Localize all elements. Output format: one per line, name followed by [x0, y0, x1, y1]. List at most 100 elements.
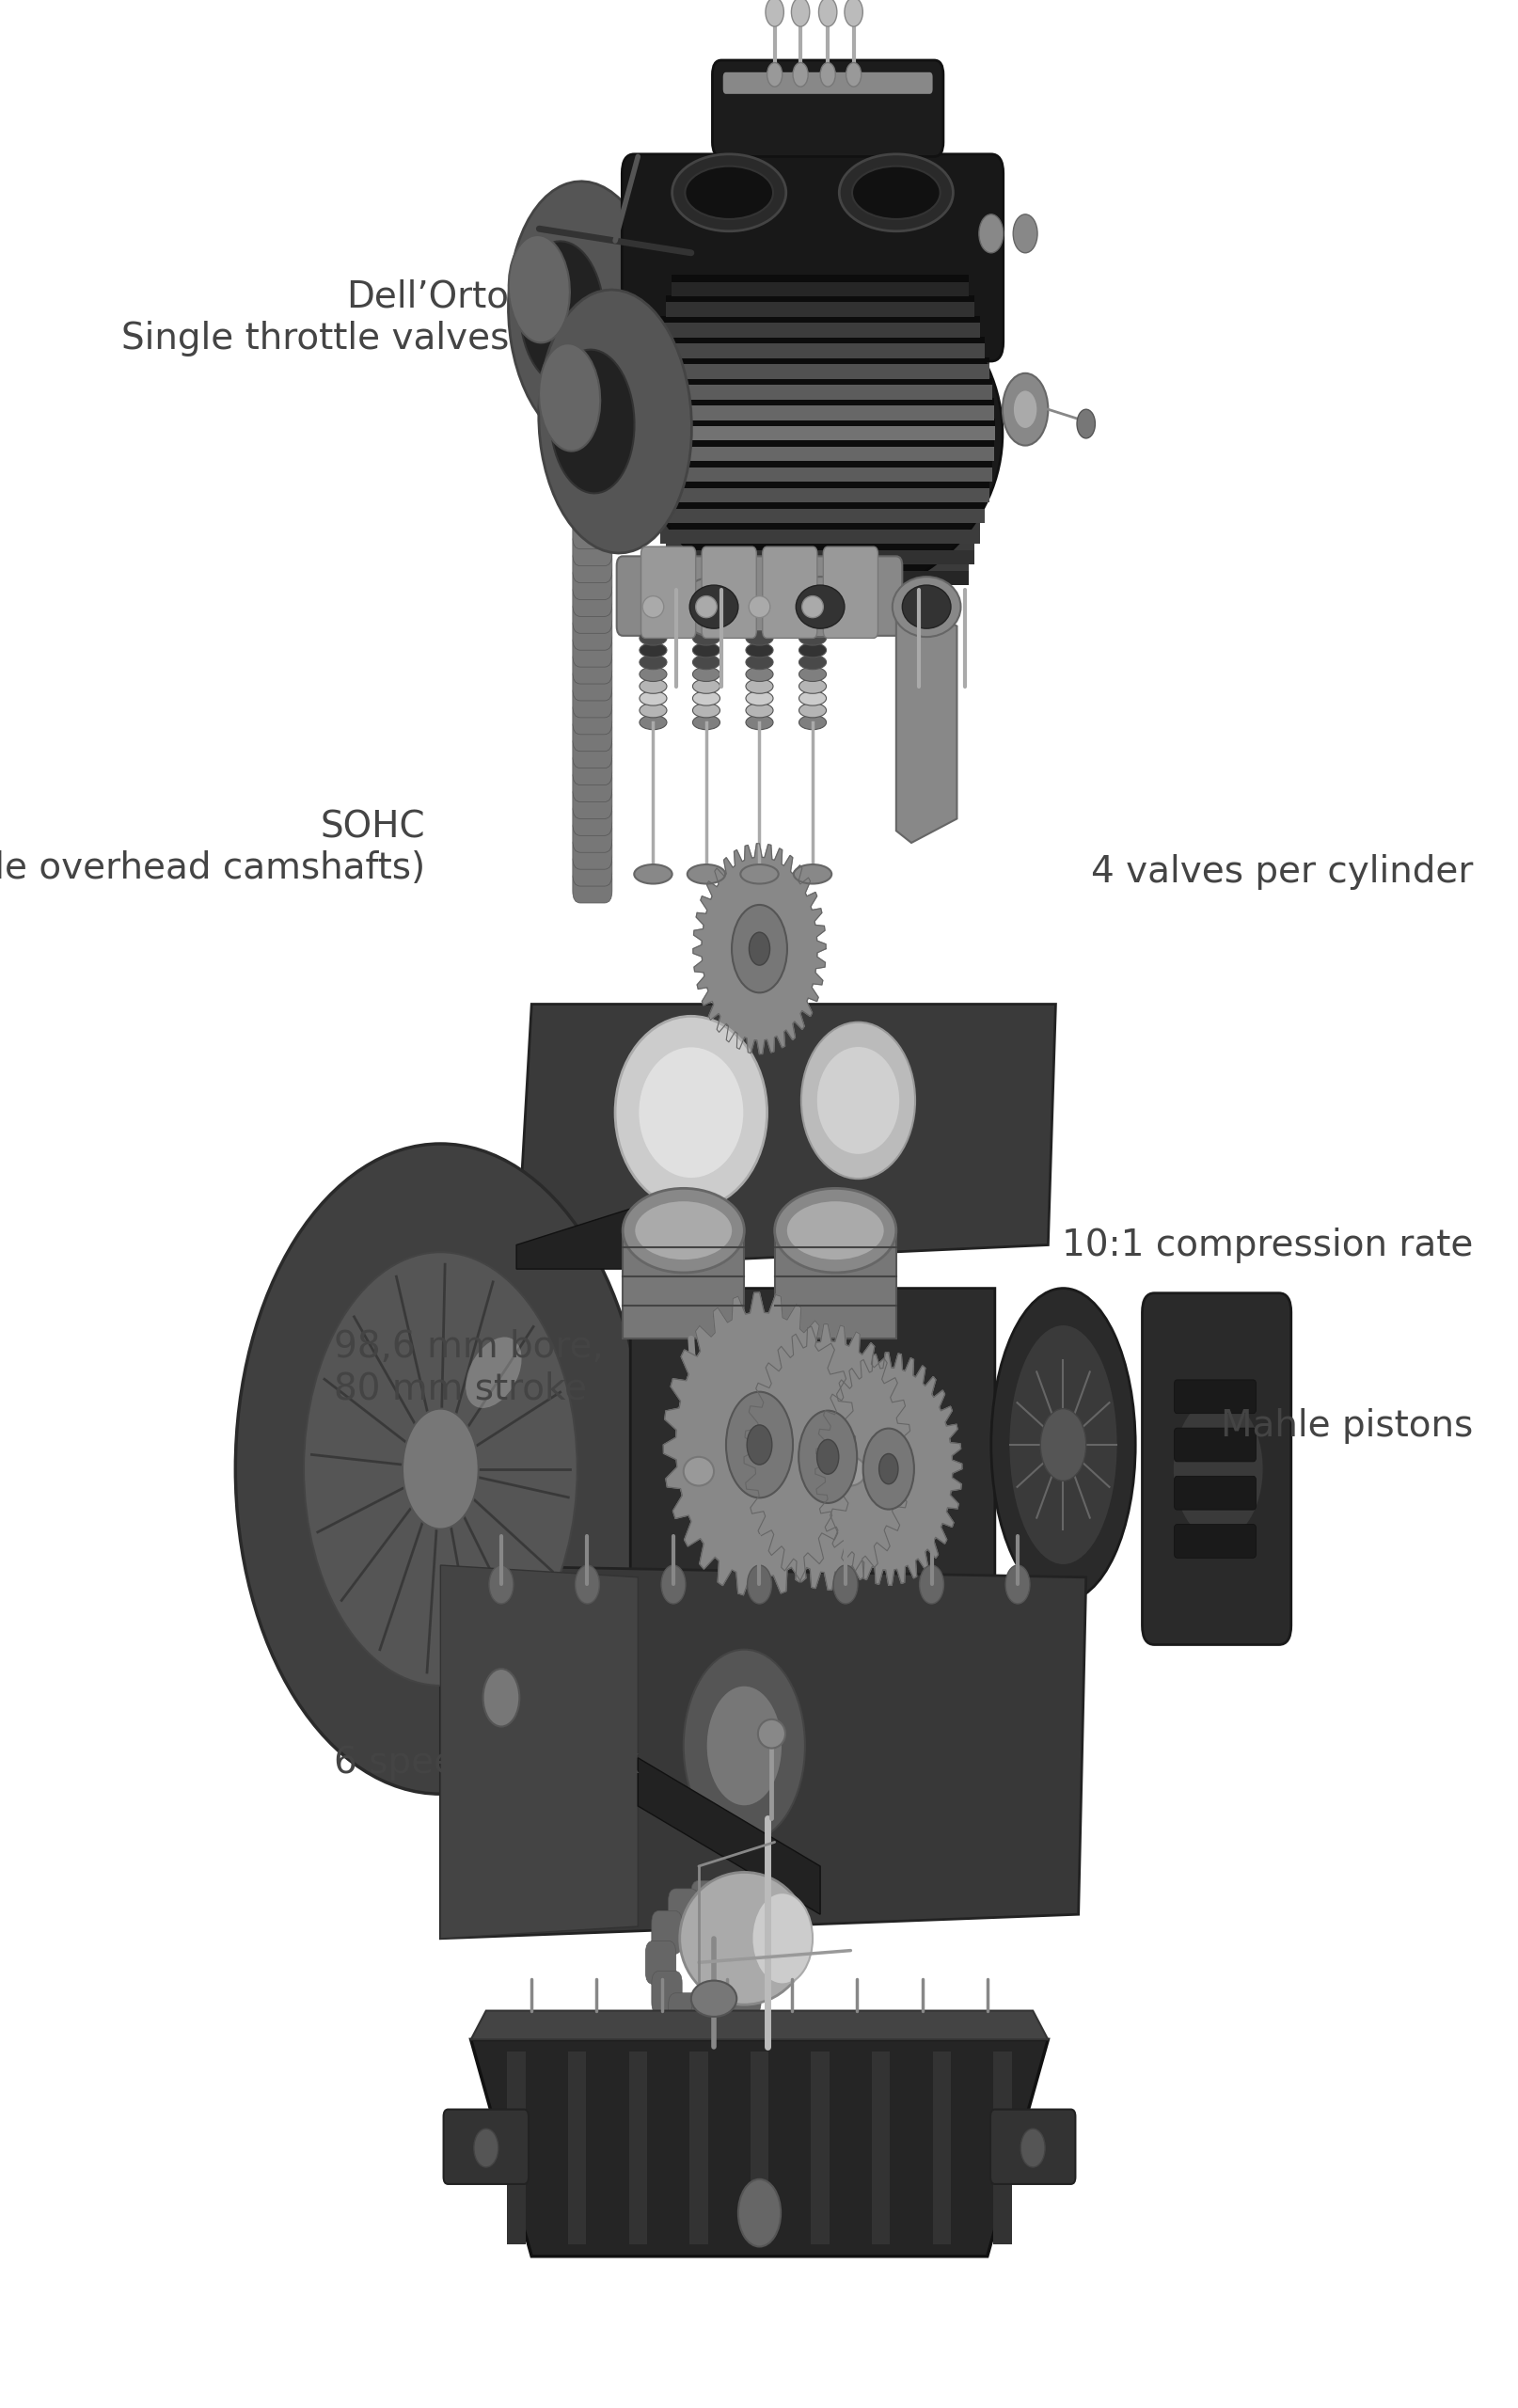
Ellipse shape: [835, 1457, 865, 1486]
Bar: [645, 405, 994, 419]
Circle shape: [918, 1565, 943, 1604]
FancyBboxPatch shape: [823, 547, 877, 638]
Bar: [654, 337, 985, 344]
FancyBboxPatch shape: [572, 867, 612, 903]
Circle shape: [1005, 1565, 1029, 1604]
Ellipse shape: [638, 265, 1002, 602]
Ellipse shape: [638, 1045, 744, 1178]
FancyBboxPatch shape: [713, 1994, 744, 2037]
FancyBboxPatch shape: [713, 1888, 744, 1931]
Ellipse shape: [509, 181, 660, 445]
Bar: [507, 2052, 525, 2244]
FancyBboxPatch shape: [1142, 1293, 1290, 1645]
Ellipse shape: [893, 576, 961, 636]
Ellipse shape: [751, 1893, 812, 1984]
Circle shape: [798, 1411, 856, 1503]
Bar: [654, 344, 985, 359]
Ellipse shape: [539, 344, 600, 450]
Circle shape: [483, 1669, 519, 1727]
FancyBboxPatch shape: [572, 766, 612, 802]
FancyBboxPatch shape: [572, 833, 612, 869]
FancyBboxPatch shape: [691, 2001, 721, 2044]
Ellipse shape: [692, 667, 720, 681]
Ellipse shape: [798, 703, 826, 718]
Polygon shape: [663, 1293, 855, 1597]
Circle shape: [738, 2179, 780, 2247]
Circle shape: [824, 1368, 952, 1570]
Ellipse shape: [745, 667, 773, 681]
Ellipse shape: [679, 1873, 809, 2003]
Ellipse shape: [692, 691, 720, 706]
Polygon shape: [630, 1288, 994, 1649]
Polygon shape: [516, 1209, 630, 1269]
Ellipse shape: [692, 679, 720, 694]
Bar: [651, 489, 988, 503]
Circle shape: [846, 63, 861, 87]
FancyBboxPatch shape: [572, 799, 612, 836]
Circle shape: [235, 1144, 645, 1794]
FancyBboxPatch shape: [701, 547, 756, 638]
Polygon shape: [896, 602, 956, 843]
Bar: [648, 467, 991, 482]
Ellipse shape: [745, 691, 773, 706]
Ellipse shape: [635, 1199, 732, 1259]
Bar: [665, 542, 975, 549]
FancyBboxPatch shape: [651, 1970, 682, 2013]
Circle shape: [1002, 373, 1047, 445]
Bar: [671, 563, 968, 571]
Text: Dell’Orto
Single throttle valves: Dell’Orto Single throttle valves: [121, 279, 509, 356]
Circle shape: [748, 932, 770, 966]
Bar: [750, 2052, 768, 2244]
Bar: [645, 426, 994, 441]
Ellipse shape: [802, 1021, 914, 1178]
Bar: [648, 378, 991, 385]
Circle shape: [791, 0, 809, 26]
FancyBboxPatch shape: [572, 547, 612, 583]
Circle shape: [844, 0, 862, 26]
Ellipse shape: [838, 154, 953, 231]
Ellipse shape: [639, 703, 666, 718]
Ellipse shape: [692, 655, 720, 669]
Circle shape: [754, 1341, 900, 1572]
Ellipse shape: [745, 679, 773, 694]
Text: Mahle pistons: Mahle pistons: [1220, 1409, 1472, 1442]
Bar: [654, 501, 985, 508]
FancyBboxPatch shape: [651, 1912, 682, 1955]
Circle shape: [817, 1440, 838, 1474]
Circle shape: [676, 1312, 842, 1577]
Bar: [871, 2052, 890, 2244]
FancyBboxPatch shape: [572, 614, 612, 650]
Circle shape: [1040, 1409, 1085, 1481]
Ellipse shape: [798, 667, 826, 681]
Text: 98,6 mm bore,
80 mm stroke: 98,6 mm bore, 80 mm stroke: [334, 1329, 604, 1406]
FancyBboxPatch shape: [572, 597, 612, 633]
Circle shape: [978, 214, 1002, 253]
Ellipse shape: [745, 631, 773, 645]
Ellipse shape: [550, 349, 635, 494]
Ellipse shape: [798, 715, 826, 730]
Bar: [645, 441, 994, 448]
FancyBboxPatch shape: [1173, 1476, 1255, 1510]
FancyBboxPatch shape: [572, 513, 612, 549]
Bar: [651, 482, 988, 489]
Circle shape: [1013, 214, 1037, 253]
FancyBboxPatch shape: [730, 1970, 761, 2013]
Ellipse shape: [786, 1199, 883, 1259]
FancyBboxPatch shape: [641, 547, 695, 638]
FancyBboxPatch shape: [572, 715, 612, 751]
Ellipse shape: [748, 595, 770, 616]
Polygon shape: [440, 1565, 1085, 1938]
Ellipse shape: [745, 643, 773, 657]
Ellipse shape: [685, 166, 773, 219]
Ellipse shape: [757, 1719, 785, 1748]
FancyBboxPatch shape: [572, 530, 612, 566]
Ellipse shape: [692, 631, 720, 645]
Ellipse shape: [786, 576, 853, 636]
Circle shape: [402, 1409, 478, 1529]
Bar: [568, 2052, 586, 2244]
FancyBboxPatch shape: [1173, 1380, 1255, 1413]
Ellipse shape: [798, 655, 826, 669]
Ellipse shape: [639, 667, 666, 681]
FancyBboxPatch shape: [1173, 1524, 1255, 1558]
FancyBboxPatch shape: [712, 60, 943, 157]
